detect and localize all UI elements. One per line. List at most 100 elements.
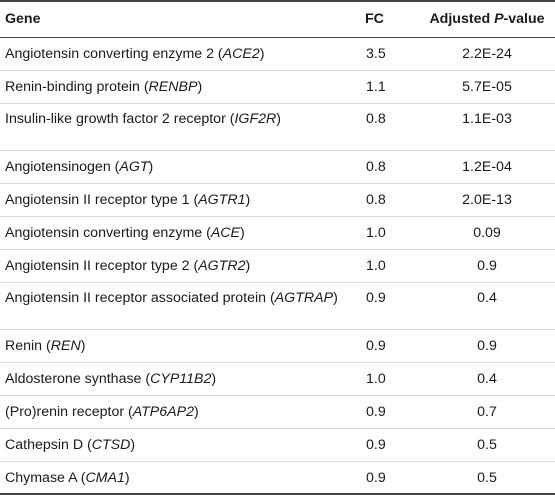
gene-name: Cathepsin D ( (5, 436, 92, 453)
gene-cell: Angiotensin II receptor type 1 (AGTR1) (0, 183, 355, 216)
p-value-cell: 0.9 (477, 257, 497, 274)
gene-close: ) (193, 403, 199, 420)
gene-name: Insulin-like growth factor 2 receptor ( (5, 110, 235, 127)
gene-close: ) (259, 45, 265, 62)
gene-symbol: CTSD (91, 436, 131, 453)
table-row: Aldosterone synthase (CYP11B2) 1.0 0.4 (0, 362, 555, 395)
fc-cell: 1.0 (366, 370, 386, 387)
table-row: (Pro)renin receptor (ATP6AP2) 0.9 0.7 (0, 395, 555, 428)
gene-cell: Renin-binding protein (RENBP) (0, 70, 355, 103)
gene-cell: Chymase A (CMA1) (0, 461, 355, 494)
gene-symbol: ACE (210, 224, 241, 241)
gene-symbol: ATP6AP2 (132, 403, 194, 420)
fc-cell: 0.9 (366, 403, 386, 420)
gene-close: ) (245, 191, 251, 208)
header-p-suffix: -value (503, 11, 545, 28)
fc-cell: 1.0 (366, 224, 386, 241)
fc-cell: 3.5 (366, 45, 386, 62)
table-body: Angiotensin converting enzyme 2 (ACE2) 3… (0, 37, 555, 494)
gene-close: ) (148, 158, 154, 175)
table-row: Insulin-like growth factor 2 receptor (I… (0, 103, 555, 150)
gene-close: ) (276, 110, 281, 127)
fc-cell: 0.9 (366, 337, 386, 354)
p-value-cell: 0.5 (477, 469, 497, 486)
table-row: Chymase A (CMA1) 0.9 0.5 (0, 461, 555, 494)
table-header: Gene FC Adjusted P-value (0, 0, 555, 38)
gene-close: ) (124, 469, 130, 486)
gene-name: Angiotensin converting enzyme ( (5, 224, 211, 241)
gene-name: Renin-binding protein ( (5, 78, 149, 95)
gene-cell: Angiotensin converting enzyme 2 (ACE2) (0, 37, 355, 70)
p-value-cell: 2.2E-24 (462, 45, 512, 62)
gene-name: Renin ( (5, 337, 51, 354)
gene-name: Chymase A ( (5, 469, 86, 486)
table-row: Angiotensin II receptor associated prote… (0, 282, 555, 329)
gene-close: ) (197, 78, 203, 95)
fc-cell: 0.8 (366, 191, 386, 208)
table-row: Angiotensin converting enzyme 2 (ACE2) 3… (0, 37, 555, 70)
gene-symbol: CYP11B2 (150, 370, 212, 387)
header-p-italic: P (494, 11, 504, 28)
gene-name: Aldosterone synthase ( (5, 370, 151, 387)
header-adjusted-p-value: Adjusted P-value (427, 0, 555, 38)
gene-symbol: REN (50, 337, 81, 354)
table-row: Angiotensin II receptor type 2 (AGTR2) 1… (0, 249, 555, 282)
gene-symbol: ACE2 (222, 45, 260, 62)
gene-name: Angiotensin II receptor associated prote… (5, 289, 275, 306)
gene-name: Angiotensinogen ( (5, 158, 120, 175)
p-value-cell: 0.7 (477, 403, 497, 420)
gene-close: ) (211, 370, 217, 387)
gene-cell: Renin (REN) (0, 329, 355, 362)
p-value-cell: 0.4 (477, 370, 497, 387)
header-row: Gene FC Adjusted P-value (0, 0, 555, 38)
gene-name: Angiotensin II receptor type 2 ( (5, 257, 199, 274)
gene-cell: Angiotensin II receptor associated prote… (0, 282, 355, 329)
p-value-cell: 0.5 (477, 436, 497, 453)
fc-cell: 1.1 (366, 78, 386, 95)
gene-cell: (Pro)renin receptor (ATP6AP2) (0, 395, 355, 428)
gene-close: ) (80, 337, 86, 354)
gene-name: Angiotensin II receptor type 1 ( (5, 191, 199, 208)
header-gene: Gene (0, 0, 355, 38)
gene-cell: Insulin-like growth factor 2 receptor (I… (0, 103, 355, 150)
gene-name: Angiotensin converting enzyme 2 ( (5, 45, 223, 62)
gene-cell: Angiotensinogen (AGT) (0, 150, 355, 183)
table-row: Renin (REN) 0.9 0.9 (0, 329, 555, 362)
gene-symbol: AGTR1 (198, 191, 246, 208)
table-row: Angiotensin converting enzyme (ACE) 1.0 … (0, 216, 555, 249)
table-row: Cathepsin D (CTSD) 0.9 0.5 (0, 428, 555, 461)
gene-symbol: AGTR2 (198, 257, 246, 274)
fc-cell: 0.9 (366, 436, 386, 453)
table-row: Renin-binding protein (RENBP) 1.1 5.7E-0… (0, 70, 555, 103)
p-value-cell: 0.9 (477, 337, 497, 354)
header-p-prefix: Adjusted (429, 11, 495, 28)
gene-cell: Aldosterone synthase (CYP11B2) (0, 362, 355, 395)
gene-cell: Cathepsin D (CTSD) (0, 428, 355, 461)
gene-close: ) (245, 257, 251, 274)
fc-cell: 0.9 (366, 289, 386, 306)
gene-name: (Pro)renin receptor ( (5, 403, 133, 420)
p-value-cell: 0.4 (477, 289, 497, 306)
p-value-cell: 2.0E-13 (462, 191, 512, 208)
p-value-cell: 5.7E-05 (462, 78, 512, 95)
p-value-cell: 1.1E-03 (462, 110, 512, 127)
fc-cell: 0.9 (366, 469, 386, 486)
fc-cell: 0.8 (366, 110, 386, 127)
gene-symbol: AGT (119, 158, 149, 175)
gene-cell: Angiotensin II receptor type 2 (AGTR2) (0, 249, 355, 282)
gene-symbol: RENBP (148, 78, 198, 95)
fc-cell: 1.0 (366, 257, 386, 274)
table-row: Angiotensinogen (AGT) 0.8 1.2E-04 (0, 150, 555, 183)
header-fc: FC (355, 0, 427, 38)
gene-symbol: AGTRAP (274, 289, 334, 306)
gene-close: ) (130, 436, 136, 453)
table-row: Angiotensin II receptor type 1 (AGTR1) 0… (0, 183, 555, 216)
p-value-cell: 0.09 (473, 224, 501, 241)
gene-close: ) (240, 224, 245, 241)
gene-close: ) (333, 289, 338, 306)
gene-cell: Angiotensin converting enzyme (ACE) (0, 216, 355, 249)
gene-symbol: CMA1 (85, 469, 125, 486)
gene-symbol: IGF2R (234, 110, 277, 127)
